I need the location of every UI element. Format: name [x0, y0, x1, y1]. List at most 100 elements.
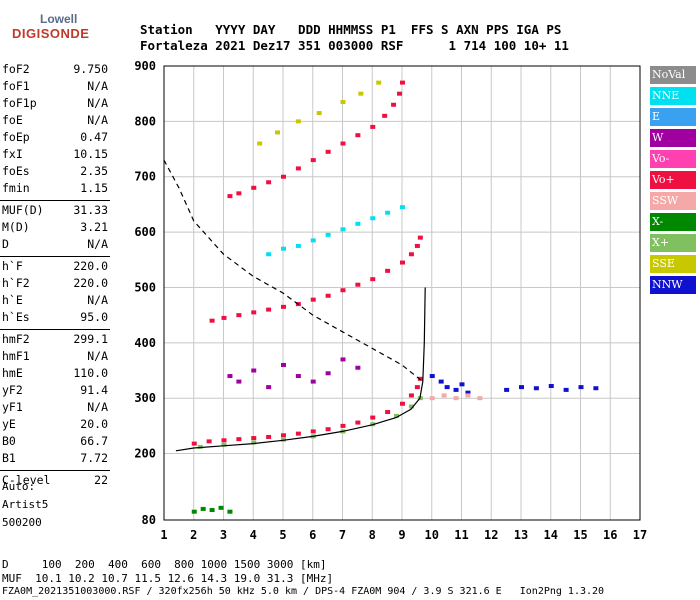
y-tick-label: 600 — [134, 225, 156, 239]
trace-point — [266, 307, 272, 312]
param-name: h`E — [2, 293, 23, 307]
x-tick-label: 7 — [339, 528, 346, 542]
param-value: 91.4 — [80, 383, 108, 397]
param-name: M(D) — [2, 220, 30, 234]
param-row: h`Es 95.0 — [2, 310, 108, 324]
trace-point — [266, 385, 272, 390]
trace-point — [310, 238, 316, 243]
param-row: hmE 110.0 — [2, 366, 108, 380]
x-tick-label: 14 — [544, 528, 558, 542]
trace-point — [578, 385, 584, 390]
param-row: D N/A — [2, 237, 108, 251]
param-value: N/A — [87, 400, 108, 414]
param-value: N/A — [87, 349, 108, 363]
trace-point — [206, 439, 212, 444]
trace-point — [281, 433, 286, 438]
param-row: B0 66.7 — [2, 434, 108, 448]
param-row: C-level 22 — [2, 473, 108, 487]
param-name: foF1 — [2, 79, 30, 93]
param-name: foEp — [2, 130, 30, 144]
y-tick-label: 200 — [134, 447, 156, 461]
param-value: N/A — [87, 237, 108, 251]
param-name: C-level — [2, 473, 51, 487]
trace-point — [394, 413, 400, 418]
trace-point — [221, 315, 227, 320]
y-tick-label: 400 — [134, 336, 156, 350]
legend-item-noval: NoVal — [650, 66, 696, 84]
trace-point — [209, 318, 215, 323]
param-value: 2.35 — [80, 164, 108, 178]
legend-item-ssw: SSW — [650, 192, 696, 210]
trace-point — [295, 119, 301, 124]
trace-point — [453, 387, 459, 392]
x-tick-label: 8 — [369, 528, 376, 542]
param-row: fxI 10.15 — [2, 147, 108, 161]
trace-point — [281, 246, 286, 251]
param-name: hmF1 — [2, 349, 30, 363]
footer-file-line: FZA0M_2021351003000.RSF / 320fx256h 50 k… — [2, 586, 605, 597]
x-tick-label: 15 — [573, 528, 587, 542]
param-name: foE — [2, 113, 23, 127]
trace-point — [340, 141, 346, 146]
param-row: foF2 9.750 — [2, 62, 108, 76]
trace-point — [385, 410, 391, 415]
trace-point — [355, 420, 361, 425]
trace-point — [236, 191, 242, 196]
logo-line2: DIGISONDE — [12, 26, 90, 41]
trace-point — [197, 444, 203, 449]
trace-point — [400, 401, 405, 406]
param-value: 7.72 — [80, 451, 108, 465]
trace-point — [295, 243, 301, 248]
trace-point — [251, 185, 257, 190]
trace-point — [191, 441, 197, 446]
param-row: M(D) 3.21 — [2, 220, 108, 234]
param-row: hmF1 N/A — [2, 349, 108, 363]
param-value: 20.0 — [80, 417, 108, 431]
trace-point — [209, 508, 215, 513]
trace-point — [251, 440, 257, 445]
y-tick-label: 500 — [134, 280, 156, 294]
trace-point — [218, 505, 224, 510]
param-value: 220.0 — [73, 276, 108, 290]
param-row: foE N/A — [2, 113, 108, 127]
trace-point — [441, 393, 447, 398]
param-value: N/A — [87, 113, 108, 127]
trace-point — [266, 434, 272, 439]
y-tick-label: 700 — [134, 170, 156, 184]
param-name: foF2 — [2, 62, 30, 76]
x-tick-label: 10 — [425, 528, 439, 542]
trace-point — [477, 396, 483, 401]
param-value: 220.0 — [73, 259, 108, 273]
trace-point — [408, 252, 414, 257]
param-name: D — [2, 237, 9, 251]
legend-item-nne: NNE — [650, 87, 696, 105]
trace-point — [370, 277, 376, 282]
legend-item-x: X+ — [650, 234, 696, 252]
trace-point — [325, 232, 331, 237]
trace-point — [275, 130, 281, 135]
legend-item-w: W — [650, 129, 696, 147]
x-tick-label: 13 — [514, 528, 528, 542]
x-tick-label: 16 — [603, 528, 617, 542]
param-name: foF1p — [2, 96, 37, 110]
param-row: hmF2 299.1 — [2, 332, 108, 346]
trace-point — [295, 166, 301, 171]
legend-item-x: X- — [650, 213, 696, 231]
legend-item-e: E — [650, 108, 696, 126]
trace-point — [295, 431, 301, 436]
trace-point — [325, 427, 331, 432]
profile-solid-line — [175, 287, 426, 452]
param-value: 22 — [94, 473, 108, 487]
param-name: hmF2 — [2, 332, 30, 346]
param-name: yF2 — [2, 383, 23, 397]
trace-point — [295, 374, 301, 379]
footer-distance-line: D 100 200 400 600 800 1000 1500 3000 [km… — [2, 558, 327, 571]
y-tick-label: 80 — [142, 513, 156, 527]
param-value: 1.15 — [80, 181, 108, 195]
x-tick-label: 11 — [454, 528, 468, 542]
trace-point — [221, 438, 227, 443]
trace-point — [548, 384, 554, 389]
profile-dashed-line — [163, 159, 424, 383]
trace-point — [459, 382, 465, 387]
